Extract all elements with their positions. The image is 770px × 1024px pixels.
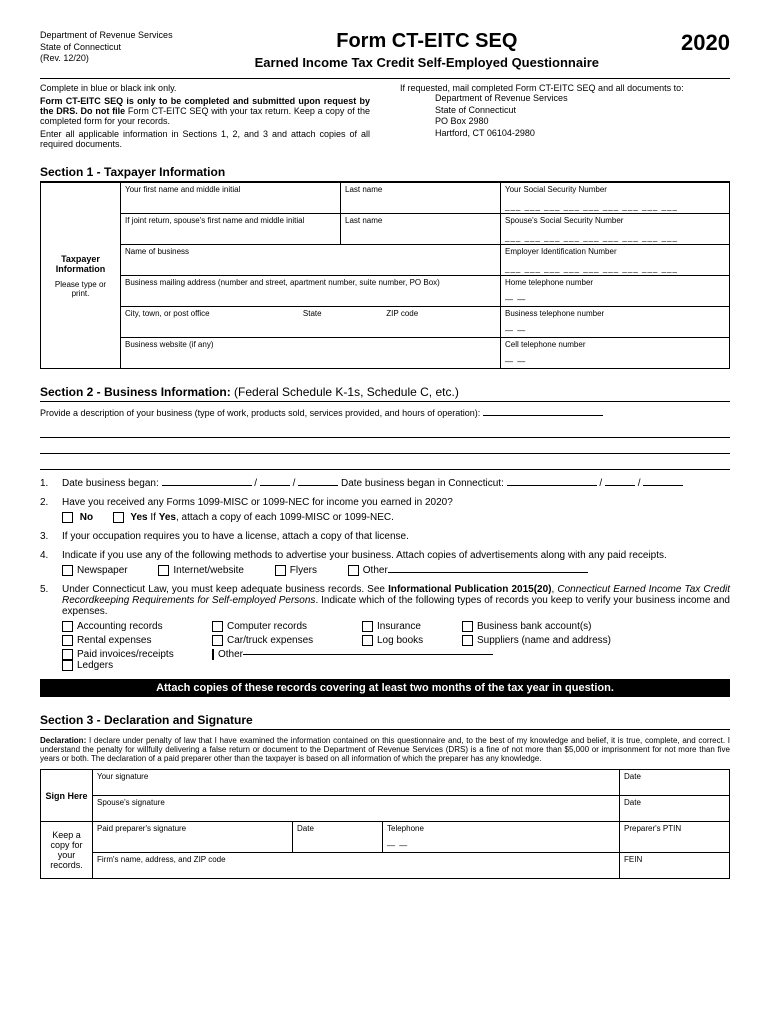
spouse-first-field[interactable]: If joint return, spouse's first name and… <box>121 214 341 245</box>
intro-block: Complete in blue or black ink only. Form… <box>40 83 730 149</box>
dept-name: Department of Revenue Services <box>40 30 173 42</box>
question-4: 4. Indicate if you use any of the follow… <box>40 550 730 576</box>
rec-insurance-checkbox[interactable] <box>362 621 373 632</box>
rec-logbooks-checkbox[interactable] <box>362 635 373 646</box>
cell-phone-field[interactable]: Cell telephone number — — <box>501 338 730 369</box>
mailing-address-field[interactable]: Business mailing address (number and str… <box>121 276 501 307</box>
rec-bank-checkbox[interactable] <box>462 621 473 632</box>
date-began-ct-field[interactable] <box>507 485 597 486</box>
firm-field[interactable]: Firm's name, address, and ZIP code <box>93 853 620 879</box>
rec-ledgers-checkbox[interactable] <box>62 660 73 671</box>
taxpayer-sublabel: Please type or print. <box>45 280 116 298</box>
q2-no-checkbox[interactable] <box>62 512 73 523</box>
preparer-date-field[interactable]: Date <box>293 822 383 853</box>
section3-heading: Section 3 - Declaration and Signature <box>40 709 730 730</box>
mail-intro: If requested, mail completed Form CT-EIT… <box>400 83 730 93</box>
sign-here-label: Sign Here <box>41 770 93 822</box>
rec-accounting-checkbox[interactable] <box>62 621 73 632</box>
form-title: Form CT-EITC SEQ <box>173 30 681 53</box>
q4-newspaper-checkbox[interactable] <box>62 565 73 576</box>
rec-computer-checkbox[interactable] <box>212 621 223 632</box>
preparer-phone-field[interactable]: Telephone — — <box>383 822 620 853</box>
rec-suppliers-checkbox[interactable] <box>462 635 473 646</box>
mail-addr1: Department of Revenue Services <box>435 93 730 105</box>
first-name-field[interactable]: Your first name and middle initial <box>121 183 341 214</box>
rec-rental-checkbox[interactable] <box>62 635 73 646</box>
ssn-field[interactable]: Your Social Security Number ___ ___ ___ … <box>501 183 730 214</box>
spouse-sig-date-field[interactable]: Date <box>620 796 730 822</box>
spouse-signature-field[interactable]: Spouse's signature <box>93 796 620 822</box>
business-phone-field[interactable]: Business telephone number — — <box>501 307 730 338</box>
date-began-field[interactable] <box>162 485 252 486</box>
section2-heading: Section 2 - Business Information: (Feder… <box>40 381 730 402</box>
question-5: 5. Under Connecticut Law, you must keep … <box>40 584 730 671</box>
desc-line-2[interactable] <box>40 440 730 454</box>
home-phone-field[interactable]: Home telephone number — — <box>501 276 730 307</box>
q4-flyers-checkbox[interactable] <box>275 565 286 576</box>
taxpayer-label-cell: Taxpayer Information Please type or prin… <box>41 183 121 369</box>
city-state-zip-field[interactable]: City, town, or post office State ZIP cod… <box>121 307 501 338</box>
fein-field[interactable]: FEIN <box>620 853 730 879</box>
q4-other-checkbox[interactable] <box>348 565 359 576</box>
revision: (Rev. 12/20) <box>40 53 173 65</box>
intro-right: If requested, mail completed Form CT-EIT… <box>400 83 730 149</box>
preparer-signature-field[interactable]: Paid preparer's signature <box>93 822 293 853</box>
your-signature-field[interactable]: Your signature <box>93 770 620 796</box>
website-field[interactable]: Business website (if any) <box>121 338 501 369</box>
business-name-field[interactable]: Name of business <box>121 245 501 276</box>
complete-instruction: Complete in blue or black ink only. <box>40 83 370 93</box>
desc-line-1[interactable] <box>40 424 730 438</box>
intro-left: Complete in blue or black ink only. Form… <box>40 83 370 149</box>
last-name-field[interactable]: Last name <box>341 183 501 214</box>
spouse-ssn-field[interactable]: Spouse's Social Security Number ___ ___ … <box>501 214 730 245</box>
header-title-block: Form CT-EITC SEQ Earned Income Tax Credi… <box>173 30 681 70</box>
state-name: State of Connecticut <box>40 42 173 54</box>
form-year: 2020 <box>681 30 730 56</box>
mail-addr2: State of Connecticut <box>435 105 730 117</box>
keep-copy-label: Keep a copy for your records. <box>41 822 93 879</box>
header-dept: Department of Revenue Services State of … <box>40 30 173 65</box>
rec-car-checkbox[interactable] <box>212 635 223 646</box>
enter-instruction: Enter all applicable information in Sect… <box>40 129 370 149</box>
form-subtitle: Earned Income Tax Credit Self-Employed Q… <box>173 55 681 70</box>
signature-table: Sign Here Your signature Date Spouse's s… <box>40 769 730 879</box>
attach-instruction-bar: Attach copies of these records covering … <box>40 679 730 697</box>
ein-field[interactable]: Employer Identification Number ___ ___ _… <box>501 245 730 276</box>
rec-invoices-checkbox[interactable] <box>62 649 73 660</box>
q2-yes-checkbox[interactable] <box>113 512 124 523</box>
question-2: 2. Have you received any Forms 1099-MISC… <box>40 497 730 523</box>
spouse-last-field[interactable]: Last name <box>341 214 501 245</box>
taxpayer-info-table: Taxpayer Information Please type or prin… <box>40 182 730 369</box>
desc-line-3[interactable] <box>40 456 730 470</box>
declaration-text: Declaration: I declare under penalty of … <box>40 736 730 763</box>
rec-other-checkbox[interactable] <box>212 649 214 660</box>
q4-internet-checkbox[interactable] <box>158 565 169 576</box>
section1-heading: Section 1 - Taxpayer Information <box>40 161 730 182</box>
preparer-ptin-field[interactable]: Preparer's PTIN <box>620 822 730 853</box>
form-header: Department of Revenue Services State of … <box>40 30 730 70</box>
question-3: 3. If your occupation requires you to ha… <box>40 531 730 542</box>
mail-addr4: Hartford, CT 06104-2980 <box>435 128 730 140</box>
your-sig-date-field[interactable]: Date <box>620 770 730 796</box>
question-1: 1. Date business began: / / Date busines… <box>40 478 730 489</box>
business-desc-prompt: Provide a description of your business (… <box>40 408 730 418</box>
mail-addr3: PO Box 2980 <box>435 116 730 128</box>
taxpayer-label: Taxpayer Information <box>45 254 116 274</box>
